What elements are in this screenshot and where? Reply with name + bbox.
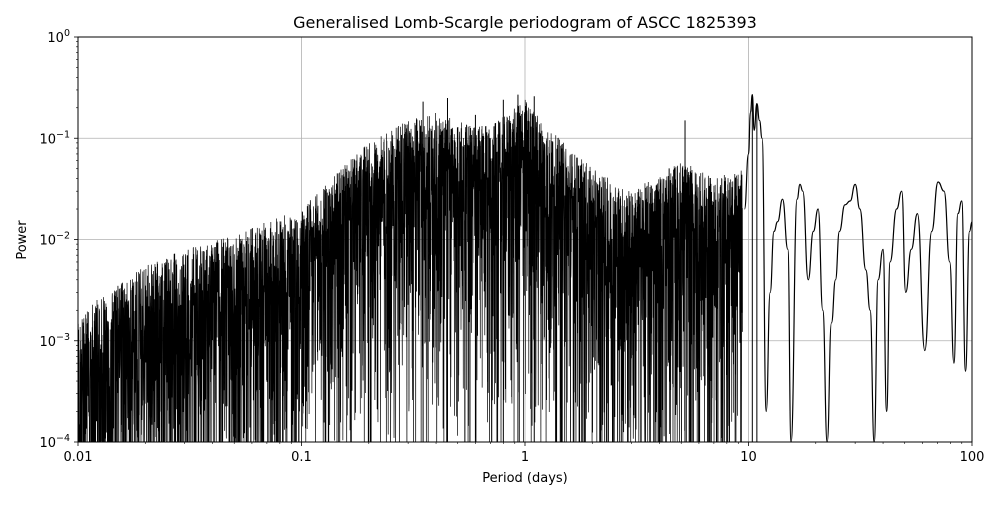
x-tick-label: 1 [521, 450, 529, 465]
x-tick-label: 0.01 [64, 450, 93, 465]
chart-title: Generalised Lomb-Scargle periodogram of … [293, 13, 757, 32]
y-axis-label: Power [15, 220, 30, 260]
x-tick-label: 10 [740, 450, 757, 465]
y-tick-label: 100 [47, 28, 70, 46]
periodogram-smooth-trace [743, 93, 972, 442]
y-tick-label: 10−2 [39, 231, 70, 249]
y-tick-label: 10−4 [39, 433, 70, 451]
x-axis-label: Period (days) [482, 471, 568, 486]
x-tick-label: 100 [960, 450, 985, 465]
x-tick-label: 0.1 [291, 450, 312, 465]
y-tick-label: 10−1 [39, 129, 70, 147]
y-tick-label: 10−3 [39, 332, 70, 350]
series-line [78, 93, 972, 442]
periodogram-dense-trace [78, 99, 743, 442]
